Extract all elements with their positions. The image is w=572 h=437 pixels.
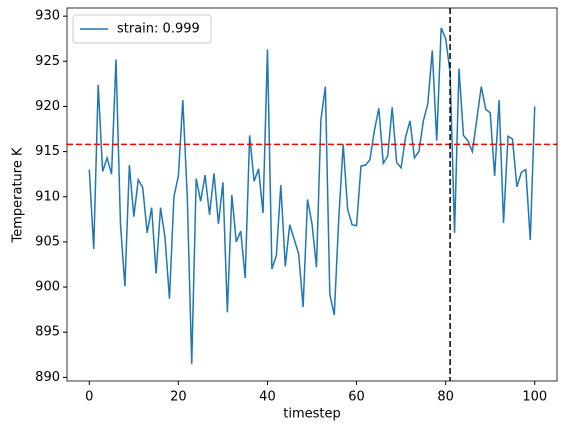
y-tick-label: 915 xyxy=(35,144,60,159)
x-tick-label: 60 xyxy=(348,390,365,405)
line xyxy=(88,27,536,364)
x-tick-label: 40 xyxy=(259,390,276,405)
y-tick-label: 930 xyxy=(35,9,60,24)
y-tick-label: 920 xyxy=(35,99,60,114)
legend-box xyxy=(72,14,212,44)
y-tick-label: 925 xyxy=(35,54,60,69)
y-tick-label: 890 xyxy=(35,370,60,385)
y-tick-label: 910 xyxy=(35,189,60,204)
x-tick-label: 0 xyxy=(85,390,93,405)
plot-frame xyxy=(66,7,558,382)
x-tick-label: 20 xyxy=(170,390,187,405)
x-tick-label: 80 xyxy=(437,390,454,405)
y-tick-label: 905 xyxy=(35,234,60,249)
y-tick-label: 895 xyxy=(35,325,60,340)
y-tick-label: 900 xyxy=(35,280,60,295)
y-axis-label: Temperature K xyxy=(11,147,26,243)
legend-label: strain: 0.999 xyxy=(117,22,200,37)
x-axis-label: timestep xyxy=(283,407,341,422)
x-tick-label: 100 xyxy=(522,390,547,405)
